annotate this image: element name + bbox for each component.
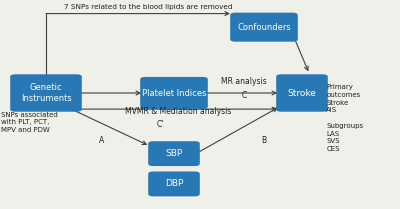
FancyBboxPatch shape [10,74,82,112]
Text: MVMR & Mediation analysis: MVMR & Mediation analysis [125,107,231,116]
Text: 7 SNPs related to the blood lipids are removed: 7 SNPs related to the blood lipids are r… [64,4,232,10]
FancyBboxPatch shape [230,13,298,42]
FancyBboxPatch shape [140,77,208,109]
Text: Primary
outcomes
Stroke
AIS

Subgroups
LAS
SVS
CES: Primary outcomes Stroke AIS Subgroups LA… [326,84,364,152]
Text: SNPs associated
with PLT, PCT,
MPV and PDW: SNPs associated with PLT, PCT, MPV and P… [1,112,58,133]
Text: Confounders: Confounders [237,23,291,32]
Text: B: B [262,135,266,145]
FancyBboxPatch shape [148,171,200,196]
Text: Stroke: Stroke [288,88,316,98]
Text: MR analysis: MR analysis [221,77,267,86]
FancyBboxPatch shape [148,141,200,166]
Text: Platelet Indices: Platelet Indices [142,88,206,98]
Text: SBP: SBP [165,149,183,158]
Text: C’: C’ [156,120,164,129]
Text: Genetic
Instruments: Genetic Instruments [21,83,71,103]
Text: A: A [99,135,105,145]
Text: DBP: DBP [165,179,183,189]
Text: C: C [241,90,247,100]
FancyBboxPatch shape [276,74,328,112]
